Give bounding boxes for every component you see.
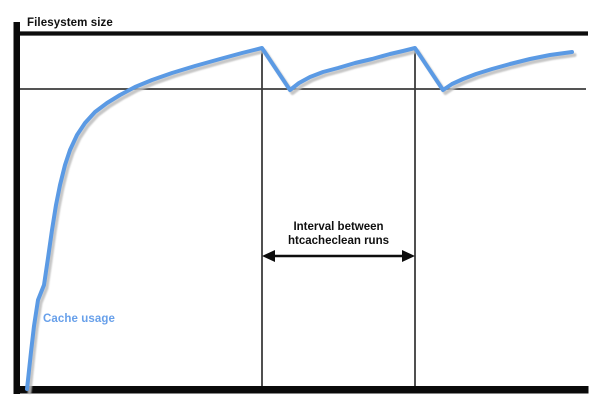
y-axis-bar bbox=[13, 22, 20, 394]
cache-usage-curve bbox=[25, 46, 574, 391]
x-axis-bar bbox=[13, 386, 589, 394]
filesystem-size-label: Filesystem size bbox=[27, 17, 113, 29]
interval-label-line1: Interval between bbox=[293, 221, 384, 233]
cache-usage-curve-shadow bbox=[27, 49, 577, 394]
cache-usage-label: Cache usage bbox=[43, 313, 116, 325]
interval-label-line2: htcacheclean runs bbox=[288, 235, 389, 247]
interval-arrow-left-head bbox=[262, 250, 275, 262]
interval-label: Interval between htcacheclean runs bbox=[250, 220, 427, 248]
interval-arrow-right-head bbox=[402, 250, 415, 262]
